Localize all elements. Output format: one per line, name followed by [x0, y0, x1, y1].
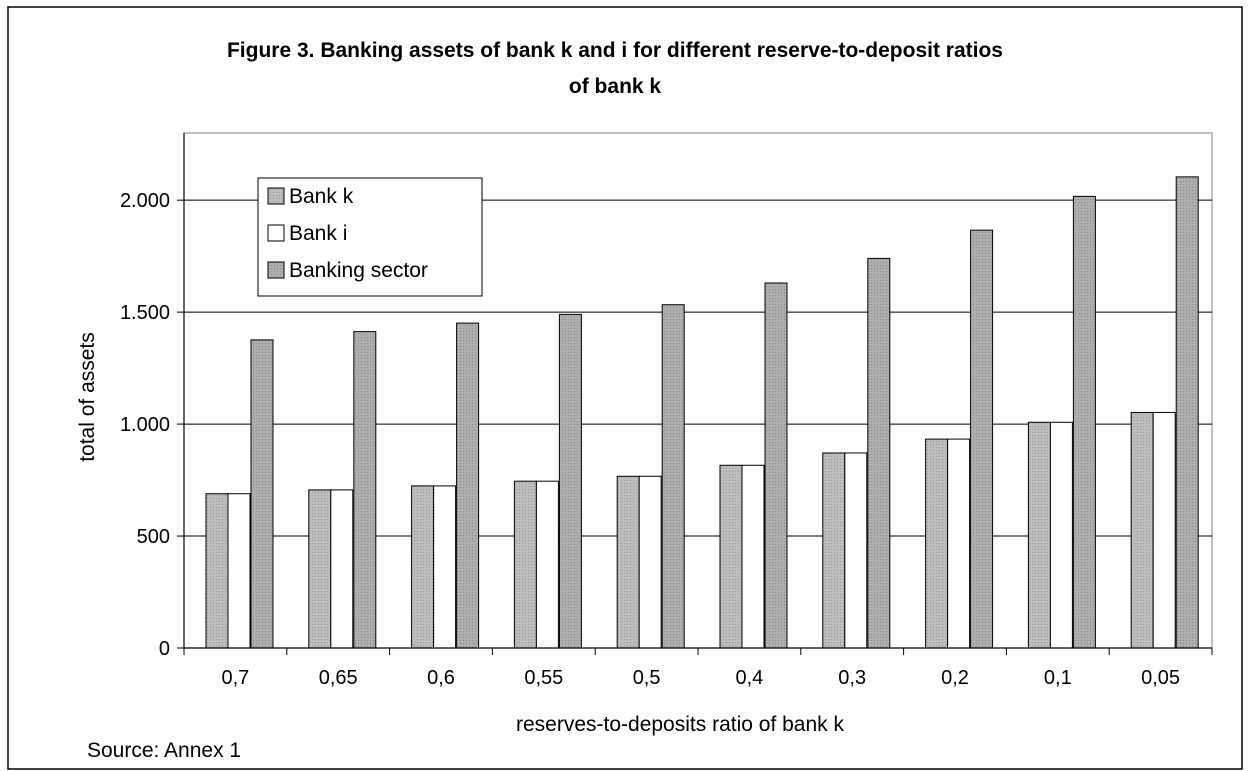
- y-tick-label: 2.000: [120, 190, 170, 212]
- legend-label: Bank k: [289, 185, 354, 208]
- bar-bank-k: [1130, 411, 1154, 649]
- bar-bank-i: [535, 480, 559, 649]
- bar-bank-i: [433, 485, 457, 649]
- bar-banking-sector: [558, 313, 582, 649]
- bar-bank-k: [308, 489, 332, 649]
- bar-bank-i: [1049, 421, 1073, 649]
- bar-banking-sector: [970, 229, 994, 649]
- bar-bank-i: [227, 493, 251, 649]
- y-tick-labels: 0 500 1.000 1.500 2.000: [120, 190, 170, 660]
- legend-swatch: [267, 187, 285, 205]
- legend-swatch: [267, 224, 285, 242]
- x-tick-label: 0,5: [633, 667, 661, 689]
- bar-bank-i: [947, 438, 971, 649]
- bar-bank-i: [844, 452, 868, 649]
- bar-banking-sector: [867, 257, 891, 649]
- legend-swatch: [267, 261, 285, 279]
- bar-bank-k: [205, 493, 229, 649]
- x-tick-label: 0,1: [1044, 667, 1072, 689]
- chart-title-line2: of bank k: [569, 75, 662, 98]
- source-note: Source: Annex 1: [87, 739, 241, 762]
- legend-label: Banking sector: [289, 259, 428, 282]
- bar-bank-i: [330, 489, 354, 649]
- y-tick-label: 0: [159, 638, 170, 660]
- bar-bank-k: [719, 464, 743, 649]
- x-axis-label: reserves-to-deposits ratio of bank k: [516, 713, 844, 736]
- bar-bank-i: [638, 475, 662, 649]
- legend-box: [257, 177, 483, 297]
- y-tick-label: 1.500: [120, 302, 170, 324]
- chart-title-line1: Figure 3. Banking assets of bank k and i…: [227, 39, 1003, 62]
- bar-banking-sector: [353, 331, 377, 649]
- bar-bank-k: [513, 480, 537, 649]
- axes: [177, 133, 1213, 655]
- x-tick-labels: 0,7 0,65 0,6 0,55 0,5 0,4 0,3 0,2 0,1 0,05: [221, 667, 1180, 689]
- bar-bank-k: [411, 485, 435, 649]
- bar-banking-sector: [250, 339, 274, 649]
- bar-bank-k: [822, 452, 846, 649]
- x-tick-label: 0,65: [319, 667, 358, 689]
- bar-banking-sector: [456, 322, 480, 649]
- bar-banking-sector: [1175, 176, 1199, 649]
- x-tick-label: 0,6: [427, 667, 455, 689]
- bars: [205, 176, 1199, 649]
- x-tick-label: 0,55: [524, 667, 563, 689]
- bar-bank-i: [1152, 411, 1176, 649]
- x-tick-label: 0,3: [838, 667, 866, 689]
- bar-bank-k: [1027, 421, 1051, 649]
- y-tick-label: 1.000: [120, 414, 170, 436]
- legend-items: Bank k Bank i Banking sector: [267, 185, 428, 282]
- bar-banking-sector: [661, 304, 685, 649]
- bar-bank-i: [741, 464, 765, 649]
- bar-banking-sector: [764, 282, 788, 649]
- bar-banking-sector: [1072, 195, 1096, 649]
- legend: Bank k Bank i Banking sector: [257, 177, 483, 297]
- x-tick-label: 0,05: [1141, 667, 1180, 689]
- legend-label: Bank i: [289, 222, 347, 245]
- x-tick-label: 0,7: [221, 667, 249, 689]
- bar-bank-k: [616, 475, 640, 649]
- y-tick-label: 500: [137, 526, 170, 548]
- bar-bank-k: [925, 438, 949, 649]
- x-tick-label: 0,2: [941, 667, 969, 689]
- y-axis-label: total of assets: [76, 332, 99, 462]
- x-tick-label: 0,4: [735, 667, 763, 689]
